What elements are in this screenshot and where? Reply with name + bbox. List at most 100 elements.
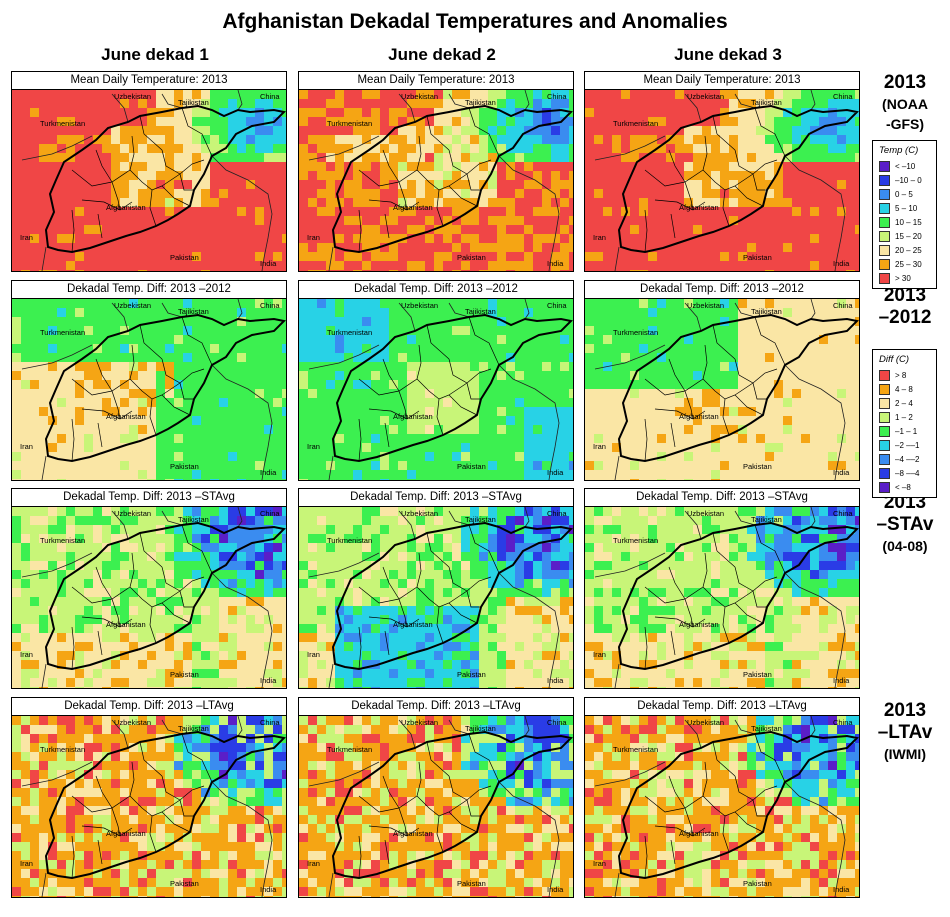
raster-cell xyxy=(21,452,30,461)
raster-cell xyxy=(299,389,308,398)
raster-cell xyxy=(147,615,156,624)
raster-cell xyxy=(282,615,286,624)
raster-cell xyxy=(21,507,30,516)
raster-cell xyxy=(810,180,819,189)
raster-cell xyxy=(147,234,156,243)
map-label-tajikistan: Tajikistan xyxy=(751,307,782,316)
raster-cell xyxy=(48,678,57,687)
raster-cell xyxy=(326,261,335,270)
raster-cell xyxy=(120,371,129,380)
raster-cell xyxy=(353,299,362,308)
raster-cell xyxy=(515,99,524,108)
raster-cell xyxy=(603,171,612,180)
raster-cell xyxy=(57,108,66,117)
raster-cell xyxy=(533,452,542,461)
raster-cell xyxy=(165,516,174,525)
raster-cell xyxy=(362,371,371,380)
raster-cell xyxy=(201,443,210,452)
raster-cell xyxy=(819,171,828,180)
raster-cell xyxy=(828,207,837,216)
raster-cell xyxy=(837,108,846,117)
raster-cell xyxy=(702,389,711,398)
raster-cell xyxy=(738,326,747,335)
raster-cell xyxy=(452,162,461,171)
raster-cell xyxy=(738,207,747,216)
raster-cell xyxy=(111,144,120,153)
raster-cell xyxy=(693,117,702,126)
raster-cell xyxy=(57,633,66,642)
raster-cell xyxy=(66,597,75,606)
raster-cell xyxy=(362,425,371,434)
raster-cell xyxy=(533,162,542,171)
raster-cell xyxy=(246,335,255,344)
raster-cell xyxy=(434,425,443,434)
raster-cell xyxy=(542,216,551,225)
raster-cell xyxy=(621,144,630,153)
raster-cell xyxy=(828,108,837,117)
raster-cell xyxy=(711,389,720,398)
raster-cell xyxy=(506,252,515,261)
raster-cell xyxy=(93,225,102,234)
raster-cell xyxy=(174,144,183,153)
raster-cell xyxy=(702,225,711,234)
raster-cell xyxy=(801,362,810,371)
raster-cell xyxy=(819,234,828,243)
raster-cell xyxy=(810,162,819,171)
raster-cell xyxy=(66,416,75,425)
map-label-iran: Iran xyxy=(307,233,320,242)
raster-cell xyxy=(425,443,434,452)
raster-cell xyxy=(711,189,720,198)
raster-cell xyxy=(425,243,434,252)
raster-cell xyxy=(569,353,573,362)
raster-cell xyxy=(237,452,246,461)
raster-cell xyxy=(594,189,603,198)
raster-cell xyxy=(380,543,389,552)
raster-cell xyxy=(828,243,837,252)
raster-cell xyxy=(792,180,801,189)
raster-cell xyxy=(111,99,120,108)
raster-cell xyxy=(120,552,129,561)
raster-cell xyxy=(425,308,434,317)
raster-cell xyxy=(264,198,273,207)
raster-cell xyxy=(362,443,371,452)
raster-cell xyxy=(201,416,210,425)
raster-cell xyxy=(48,389,57,398)
raster-cell xyxy=(425,543,434,552)
raster-cell xyxy=(246,507,255,516)
raster-cell xyxy=(246,425,255,434)
raster-cell xyxy=(308,479,317,480)
raster-cell xyxy=(792,225,801,234)
country-border xyxy=(614,455,620,480)
raster-cell xyxy=(639,443,648,452)
raster-cell xyxy=(524,90,533,99)
raster-cell xyxy=(344,326,353,335)
raster-cell xyxy=(84,162,93,171)
raster-cell xyxy=(603,353,612,362)
raster-cell xyxy=(488,425,497,434)
raster-cell xyxy=(84,669,93,678)
raster-cell xyxy=(801,398,810,407)
raster-cell xyxy=(479,425,488,434)
raster-cell xyxy=(639,117,648,126)
raster-cell xyxy=(594,144,603,153)
raster-cell xyxy=(264,516,273,525)
raster-cell xyxy=(66,615,75,624)
raster-cell xyxy=(138,317,147,326)
raster-cell xyxy=(452,434,461,443)
province-boundary xyxy=(398,390,408,420)
raster-cell xyxy=(264,642,273,651)
raster-cell xyxy=(551,479,560,480)
raster-cell xyxy=(138,308,147,317)
raster-cell xyxy=(666,380,675,389)
map-label-iran: Iran xyxy=(307,442,320,451)
raster-cell xyxy=(273,216,282,225)
raster-cell xyxy=(416,371,425,380)
raster-cell xyxy=(479,117,488,126)
raster-cell xyxy=(326,389,335,398)
raster-cell xyxy=(129,579,138,588)
raster-cell xyxy=(317,144,326,153)
raster-cell xyxy=(30,126,39,135)
raster-cell xyxy=(792,470,801,479)
raster-cell xyxy=(57,344,66,353)
raster-cell xyxy=(711,198,720,207)
